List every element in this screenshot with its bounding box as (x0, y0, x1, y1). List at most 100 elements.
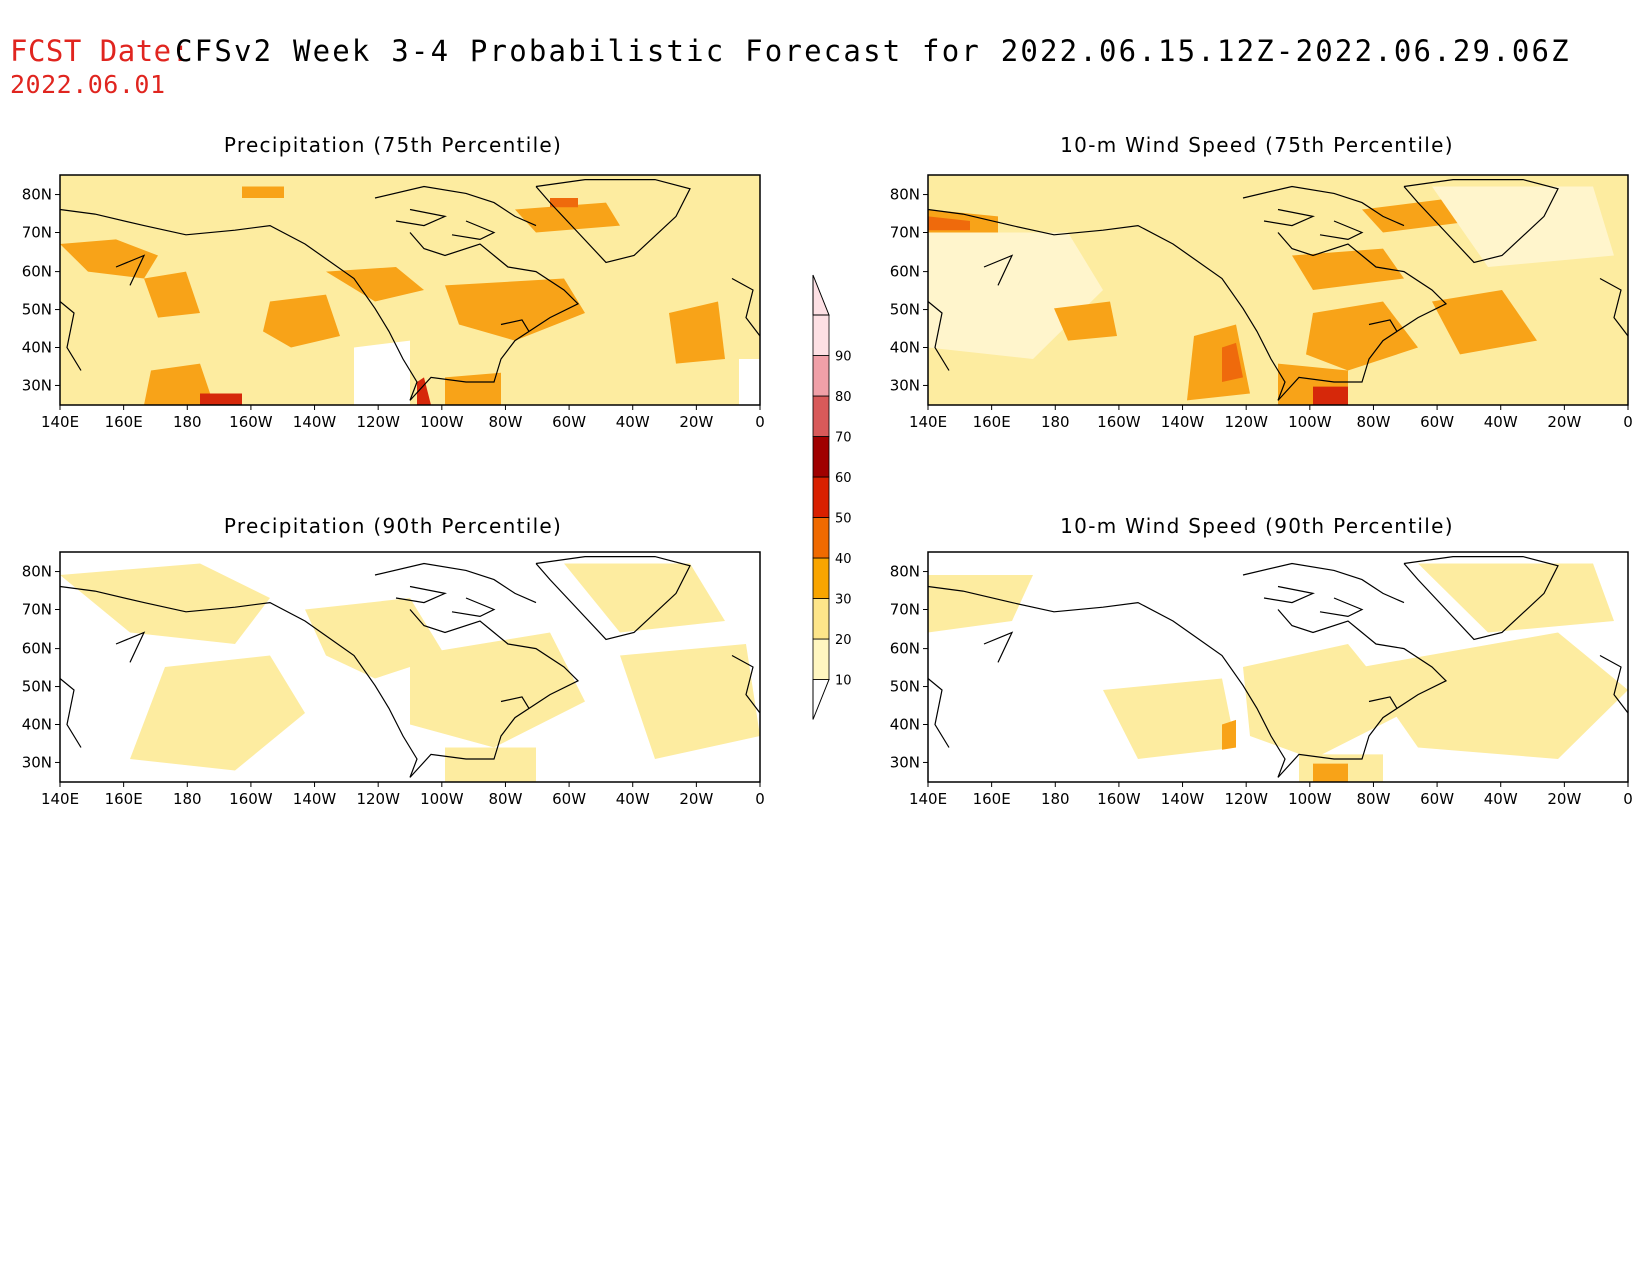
lat-tick-label: 80N (890, 563, 920, 581)
contour-fill (242, 186, 284, 198)
lon-tick-label: 60W (1420, 790, 1454, 808)
fcst-date-value: 2022.06.01 (10, 70, 166, 99)
lon-tick-label: 40W (616, 413, 650, 431)
lat-tick-label: 80N (890, 186, 920, 204)
coastline (59, 678, 82, 748)
colorbar: 10 20 30 40 50 60 70 80 90 (812, 274, 852, 720)
contour-fill (1054, 301, 1117, 341)
lat-tick-label: 30N (890, 376, 920, 394)
lat-tick-label: 80N (22, 563, 52, 581)
lat-tick-label: 50N (890, 678, 920, 696)
contour-fill (1418, 563, 1614, 633)
contour-fill (550, 198, 578, 208)
lon-tick-label: 100W (1288, 413, 1332, 431)
contour-fill (200, 393, 242, 405)
colorbar-swatch (812, 355, 830, 397)
coastline (1319, 220, 1364, 241)
colorbar-bottom-triangle (812, 679, 830, 720)
lat-tick-label: 80N (22, 186, 52, 204)
contour-fill (410, 632, 585, 748)
colorbar-label: 70 (835, 431, 852, 446)
contour-fill (1292, 248, 1404, 290)
lon-tick-label: 140E (909, 790, 947, 808)
colorbar-top-triangle (812, 274, 830, 316)
lon-tick-label: 160W (1097, 790, 1141, 808)
contour-fill (445, 372, 501, 405)
map-frame (927, 174, 1629, 406)
coastline (1319, 597, 1364, 618)
lon-tick-label: 80W (488, 413, 522, 431)
coastline (983, 631, 1014, 663)
contour-fill (144, 271, 200, 318)
coastline (1403, 555, 1559, 641)
map-panel-precip75: 80N 70N 60N 50N 40N 30N 140E 160E 180 160W 140W 120… (22, 174, 765, 431)
coastline (535, 179, 691, 264)
lon-tick-label: 0 (755, 790, 765, 808)
contour-fill (1313, 386, 1348, 405)
colorbar-swatch (812, 517, 830, 559)
coastline (927, 301, 950, 371)
main-title: CFSv2 Week 3-4 Probabilistic Forecast fo… (175, 34, 1571, 68)
coastline (1368, 696, 1398, 709)
coastline (115, 254, 146, 286)
contour-fill (1432, 290, 1537, 355)
coastline (1599, 277, 1629, 337)
lat-tick-label: 30N (22, 753, 52, 771)
coastline (1263, 585, 1315, 604)
coastline (59, 301, 82, 371)
contour-fill (1313, 763, 1348, 782)
lat-tick-label: 60N (890, 640, 920, 658)
contour-fill (354, 340, 410, 405)
contour-fill (60, 563, 270, 644)
lat-tick-label: 60N (22, 640, 52, 658)
map-panel-precip90: 80N 70N 60N 50N 40N 30N 140E 160E 180 160W 140W 120… (22, 551, 765, 808)
contour-fill (445, 278, 585, 341)
lon-tick-label: 140E (41, 413, 79, 431)
lat-tick-label: 40N (22, 716, 52, 734)
coastline (500, 696, 530, 709)
contour-fill (620, 644, 760, 759)
lon-tick-label: 100W (420, 413, 464, 431)
lon-tick-label: 160E (973, 790, 1011, 808)
coastline (1263, 208, 1315, 227)
contour-fill (739, 359, 760, 405)
coastline (1277, 609, 1448, 778)
contour-fill (928, 232, 1103, 359)
lon-tick-label: 0 (1623, 790, 1633, 808)
lon-tick-label: 140W (1161, 413, 1205, 431)
lon-tick-label: 140E (41, 790, 79, 808)
colorbar-swatch (812, 395, 830, 437)
coastline (927, 585, 1286, 778)
lon-tick-label: 80W (1356, 790, 1390, 808)
lon-tick-label: 180 (1041, 790, 1070, 808)
coastline (1242, 185, 1405, 227)
coastline (59, 208, 418, 401)
lat-tick-label: 50N (22, 301, 52, 319)
coastline (374, 185, 537, 227)
lon-tick-label: 0 (1623, 413, 1633, 431)
colorbar-swatch (812, 557, 830, 599)
colorbar-swatch (812, 476, 830, 518)
lon-tick-label: 0 (755, 413, 765, 431)
colorbar-label: 10 (835, 674, 852, 689)
contour-fill (1222, 342, 1243, 382)
colorbar-label: 60 (835, 471, 852, 486)
panel-title-wind90: 10-m Wind Speed (90th Percentile) (1060, 514, 1454, 538)
contour-fill (1243, 644, 1404, 759)
colorbar-label: 30 (835, 593, 852, 608)
lon-tick-label: 160E (105, 790, 143, 808)
lat-tick-label: 50N (22, 678, 52, 696)
lon-tick-label: 160E (973, 413, 1011, 431)
contour-fill (1103, 678, 1236, 759)
panel-title-wind75: 10-m Wind Speed (75th Percentile) (1060, 133, 1454, 157)
colorbar-label: 20 (835, 633, 852, 648)
lon-tick-label: 120W (356, 413, 400, 431)
contour-fill (60, 239, 158, 279)
coastline (1277, 232, 1448, 401)
contour-fill (263, 294, 340, 348)
contour-fill (669, 301, 725, 364)
panel-title-precip75: Precipitation (75th Percentile) (223, 133, 563, 157)
coastline (500, 319, 530, 332)
contour-fill (1306, 301, 1418, 371)
